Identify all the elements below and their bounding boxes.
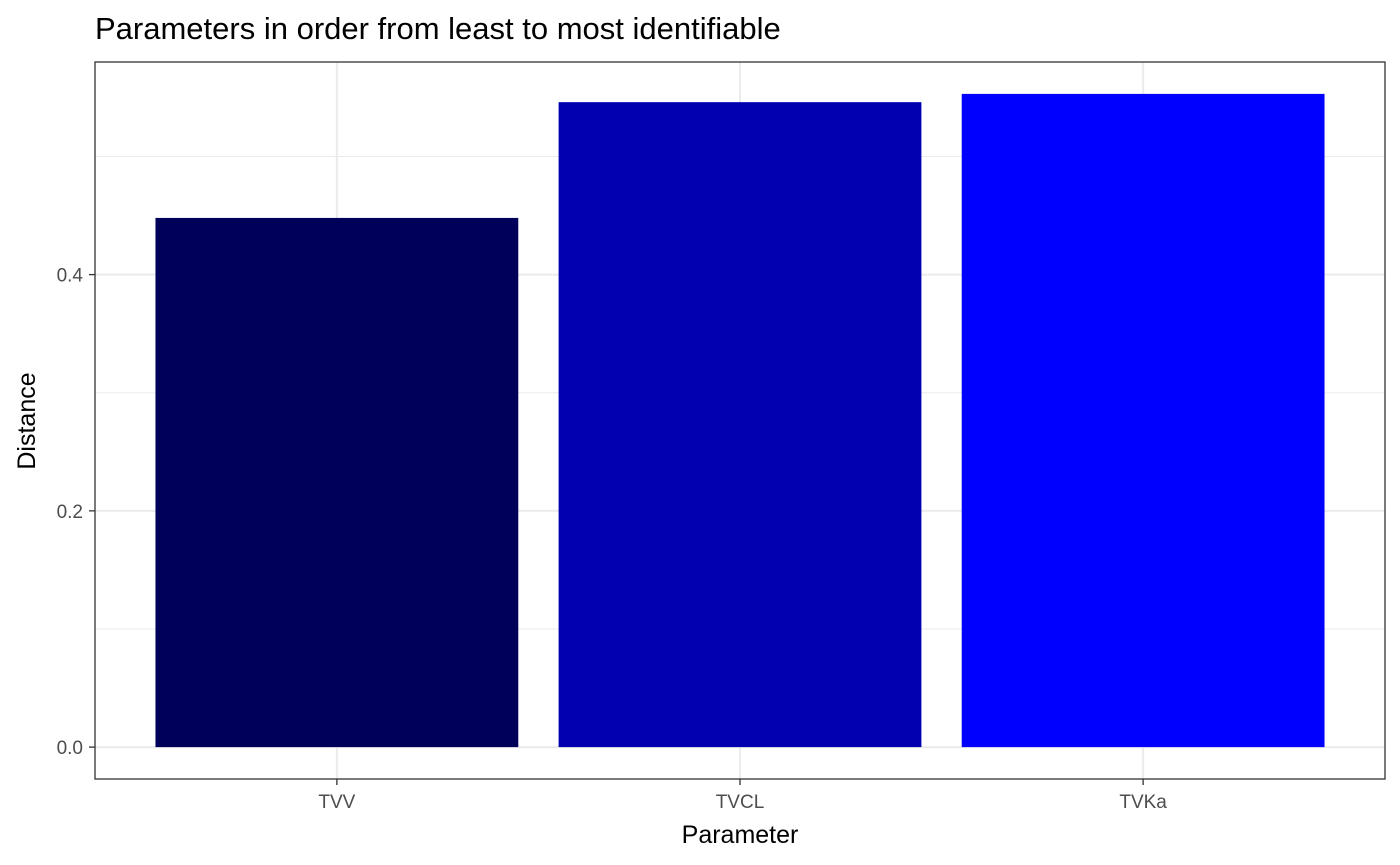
y-tick-label: 0.2 xyxy=(57,502,83,523)
y-axis: 0.0 0.2 0.4 xyxy=(57,266,95,759)
x-tick-label: TVV xyxy=(318,792,355,813)
x-axis-title: Parameter xyxy=(682,821,799,849)
bar-tvcl xyxy=(558,102,922,748)
y-tick-label: 0.0 xyxy=(57,738,83,759)
x-axis: TVV TVCL TVKa xyxy=(318,779,1167,813)
x-tick-label: TVKa xyxy=(1119,792,1167,813)
bar-tvv xyxy=(155,217,519,748)
chart-title: Parameters in order from least to most i… xyxy=(95,11,781,46)
bar-tvka xyxy=(961,93,1325,748)
bars xyxy=(155,93,1325,748)
y-tick-label: 0.4 xyxy=(57,266,84,287)
x-tick-label: TVCL xyxy=(716,792,765,813)
y-axis-title: Distance xyxy=(13,372,41,469)
